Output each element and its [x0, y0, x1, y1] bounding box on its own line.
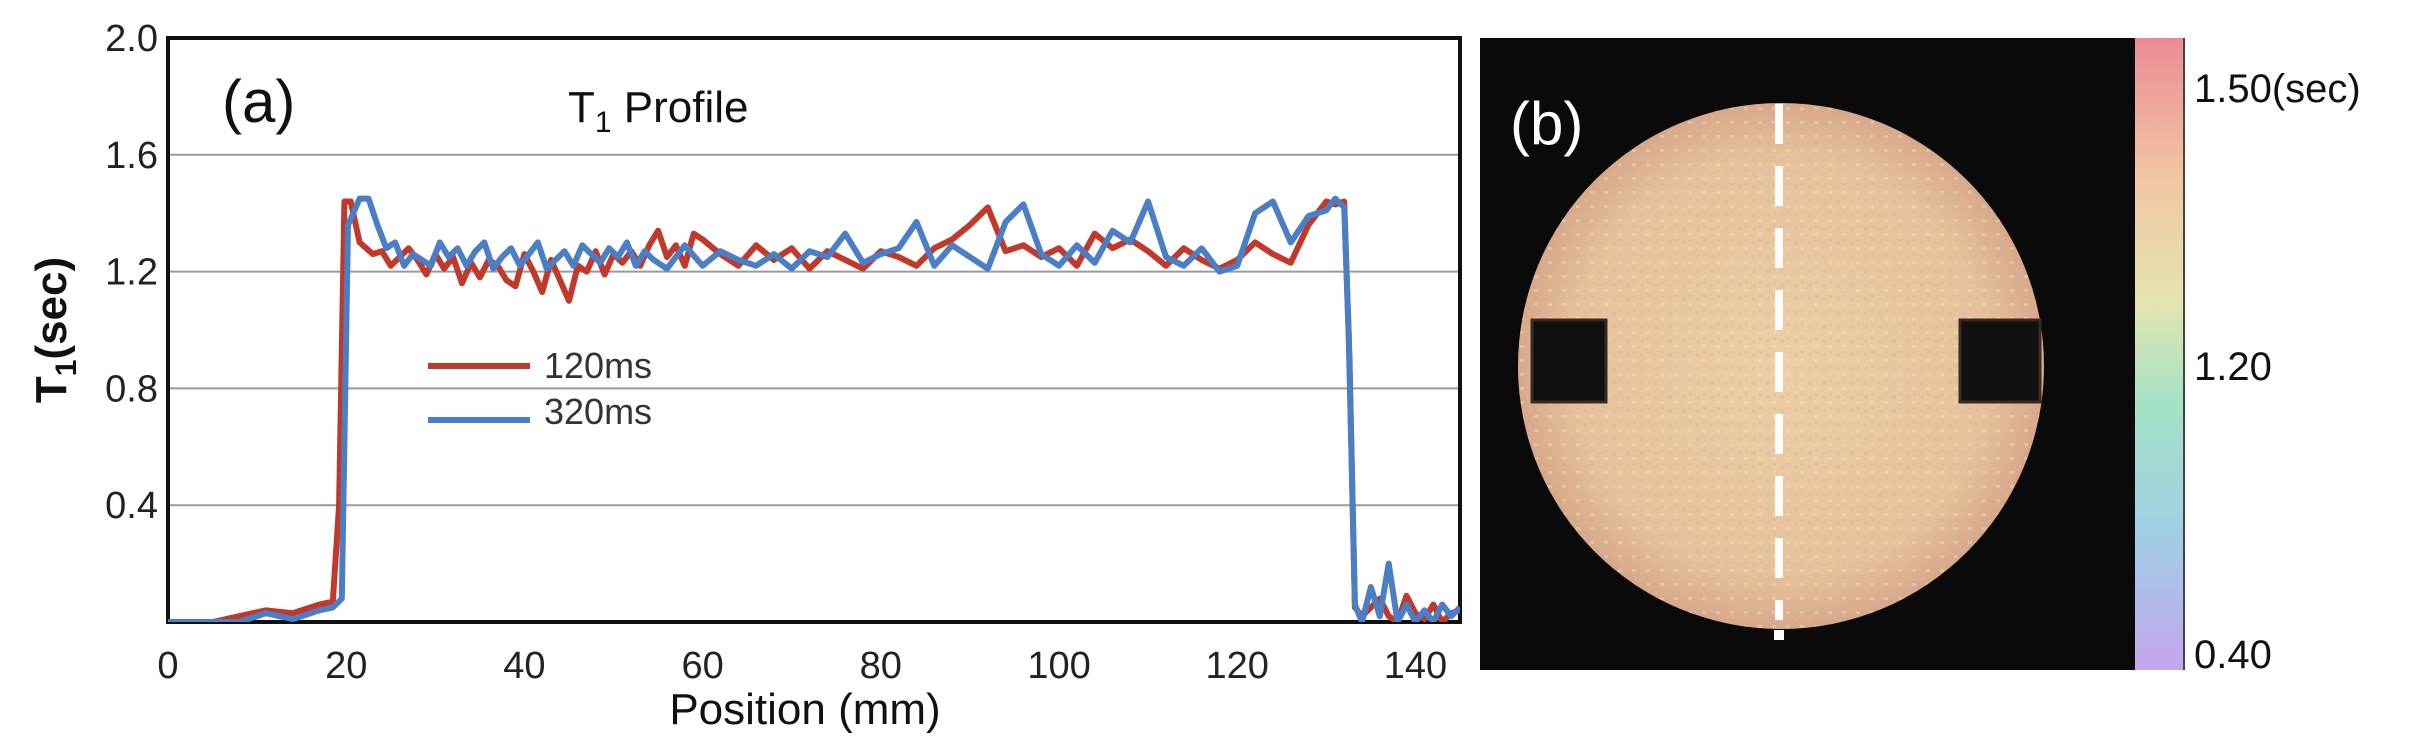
panel-label-b: (b) — [1510, 90, 1583, 157]
profile-line-end — [1774, 630, 1784, 640]
x-tick-label: 0 — [157, 645, 178, 687]
x-tick-label: 80 — [860, 645, 902, 687]
left-insert — [1530, 318, 1608, 404]
x-tick-label: 120 — [1206, 645, 1269, 687]
ylabel-subscript: 1 — [50, 360, 83, 377]
x-tick-label: 40 — [503, 645, 545, 687]
panel-a: 0.4 0.8 1.2 1.6 2.0 0 20 40 60 80 100 120 140 (a) T… — [27, 18, 1462, 734]
plot-frame — [166, 36, 1462, 624]
right-insert — [1958, 318, 2042, 404]
panel-label-a: (a) — [222, 68, 295, 135]
chart-title: T1 Profile — [568, 83, 749, 139]
y-tick-label: 1.2 — [105, 252, 158, 294]
ylabel-rest: (sec) — [27, 257, 76, 360]
y-tick-label: 0.4 — [105, 485, 158, 527]
y-tick-label: 0.8 — [105, 368, 158, 410]
x-axis-label: Position (mm) — [669, 685, 940, 734]
colorbar — [2135, 38, 2183, 670]
series-line-120ms — [168, 198, 1460, 622]
legend-label-320ms: 320ms — [544, 391, 652, 432]
y-tick-labels: 0.4 0.8 1.2 1.6 2.0 — [105, 18, 158, 527]
legend: 120ms 320ms — [428, 345, 652, 432]
y-tick-label: 2.0 — [105, 18, 158, 60]
x-tick-label: 60 — [681, 645, 723, 687]
legend-label-120ms: 120ms — [544, 345, 652, 386]
ylabel-main: T — [27, 376, 76, 403]
x-tick-labels: 0 20 40 60 80 100 120 140 — [157, 645, 1447, 687]
colorbar-label-top: 1.50(sec) — [2194, 67, 2361, 111]
title-subscript: 1 — [595, 106, 612, 139]
grid-lines — [168, 153, 1460, 507]
x-tick-label: 20 — [325, 645, 367, 687]
x-tick-label: 140 — [1384, 645, 1447, 687]
series-line-320ms — [168, 195, 1460, 622]
title-main: T — [568, 83, 595, 132]
colorbar-label-bottom: 0.40 — [2194, 633, 2272, 677]
colorbar-label-mid: 1.20 — [2194, 345, 2272, 389]
y-axis-label: T1(sec) — [27, 257, 83, 403]
y-tick-label: 1.6 — [105, 135, 158, 177]
panel-b: (b) 1.50(sec) 1.20 0.40 — [1480, 38, 2361, 677]
title-rest: Profile — [612, 83, 749, 132]
series-layer — [168, 195, 1460, 622]
x-tick-label: 100 — [1027, 645, 1090, 687]
